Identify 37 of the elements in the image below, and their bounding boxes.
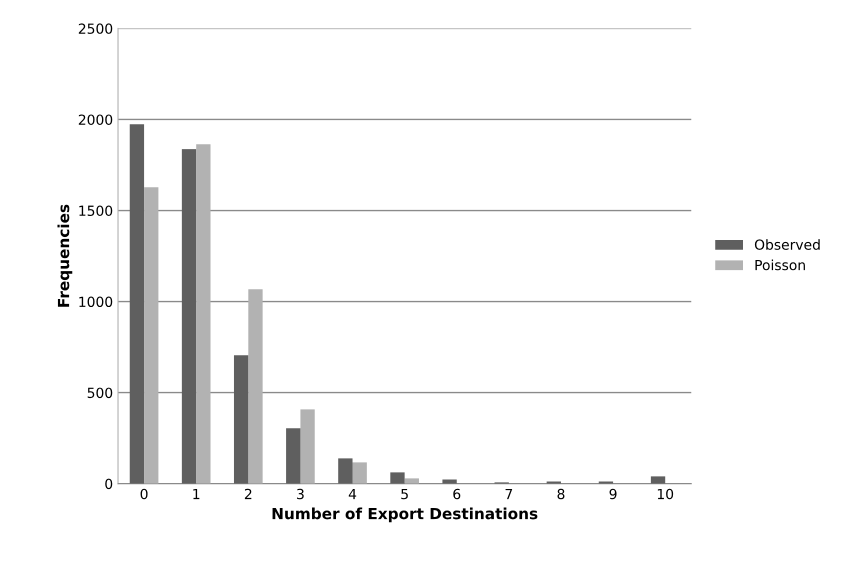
y-tick-label: 1000 [79, 296, 112, 308]
y-tick-label: 2500 [78, 23, 112, 34]
bar [144, 187, 158, 484]
x-tick-label: 0 [140, 488, 148, 500]
bar [182, 149, 196, 484]
bar [352, 462, 367, 484]
legend-label: Observed [754, 239, 820, 250]
x-tick-label: 2 [244, 488, 252, 500]
x-tick-label: 3 [297, 488, 304, 500]
x-tick-label: 1 [193, 488, 200, 500]
bar [196, 144, 211, 484]
x-tick-label: 6 [453, 488, 460, 500]
y-tick-label: 0 [105, 478, 112, 490]
bar [300, 409, 315, 484]
y-tick-label: 500 [88, 388, 112, 398]
y-tick-label: 1500 [79, 206, 112, 216]
bar [130, 124, 144, 484]
bar [650, 476, 666, 484]
bar [234, 355, 248, 484]
x-tick-label: 9 [610, 488, 617, 500]
bar [404, 478, 419, 484]
bar [286, 428, 300, 484]
x-axis-title: Number of Export Destinations [272, 508, 538, 522]
x-tick-label: 7 [506, 488, 512, 500]
y-tick-label: 2000 [78, 114, 112, 125]
bar [546, 481, 561, 484]
x-tick-label: 5 [401, 488, 408, 500]
bar [248, 289, 263, 484]
y-axis-title: Frequencies [57, 204, 72, 307]
x-tick-label: 8 [558, 488, 564, 500]
bar [390, 472, 405, 484]
x-tick-label: 4 [348, 488, 356, 500]
bar [442, 479, 457, 484]
bar [338, 458, 353, 484]
x-tick-label: 10 [658, 488, 674, 500]
bar [598, 481, 614, 484]
legend-label: Poisson [755, 260, 805, 270]
